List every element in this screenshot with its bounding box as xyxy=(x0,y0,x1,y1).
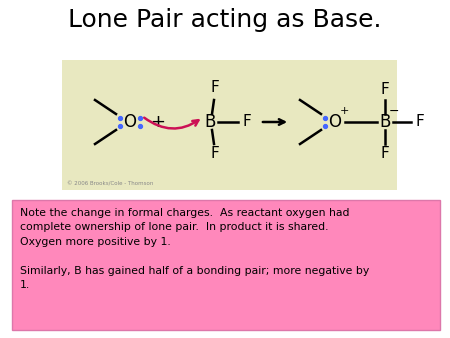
Text: −: − xyxy=(389,104,399,118)
Text: F: F xyxy=(416,115,424,129)
Text: F: F xyxy=(211,79,220,95)
Bar xyxy=(12,200,440,330)
Text: F: F xyxy=(381,146,389,162)
Text: O: O xyxy=(123,113,136,131)
Bar xyxy=(62,60,397,190)
Text: O: O xyxy=(328,113,342,131)
Text: Lone Pair acting as Base.: Lone Pair acting as Base. xyxy=(68,8,382,32)
Text: +: + xyxy=(339,106,349,116)
Text: B: B xyxy=(204,113,216,131)
Text: F: F xyxy=(211,146,220,162)
Text: +: + xyxy=(150,113,166,131)
Text: Note the change in formal charges.  As reactant oxygen had
complete ownership of: Note the change in formal charges. As re… xyxy=(20,208,369,290)
Text: F: F xyxy=(381,82,389,97)
Text: © 2006 Brooks/Cole - Thomson: © 2006 Brooks/Cole - Thomson xyxy=(67,182,153,187)
Text: B: B xyxy=(379,113,391,131)
Text: F: F xyxy=(243,115,252,129)
